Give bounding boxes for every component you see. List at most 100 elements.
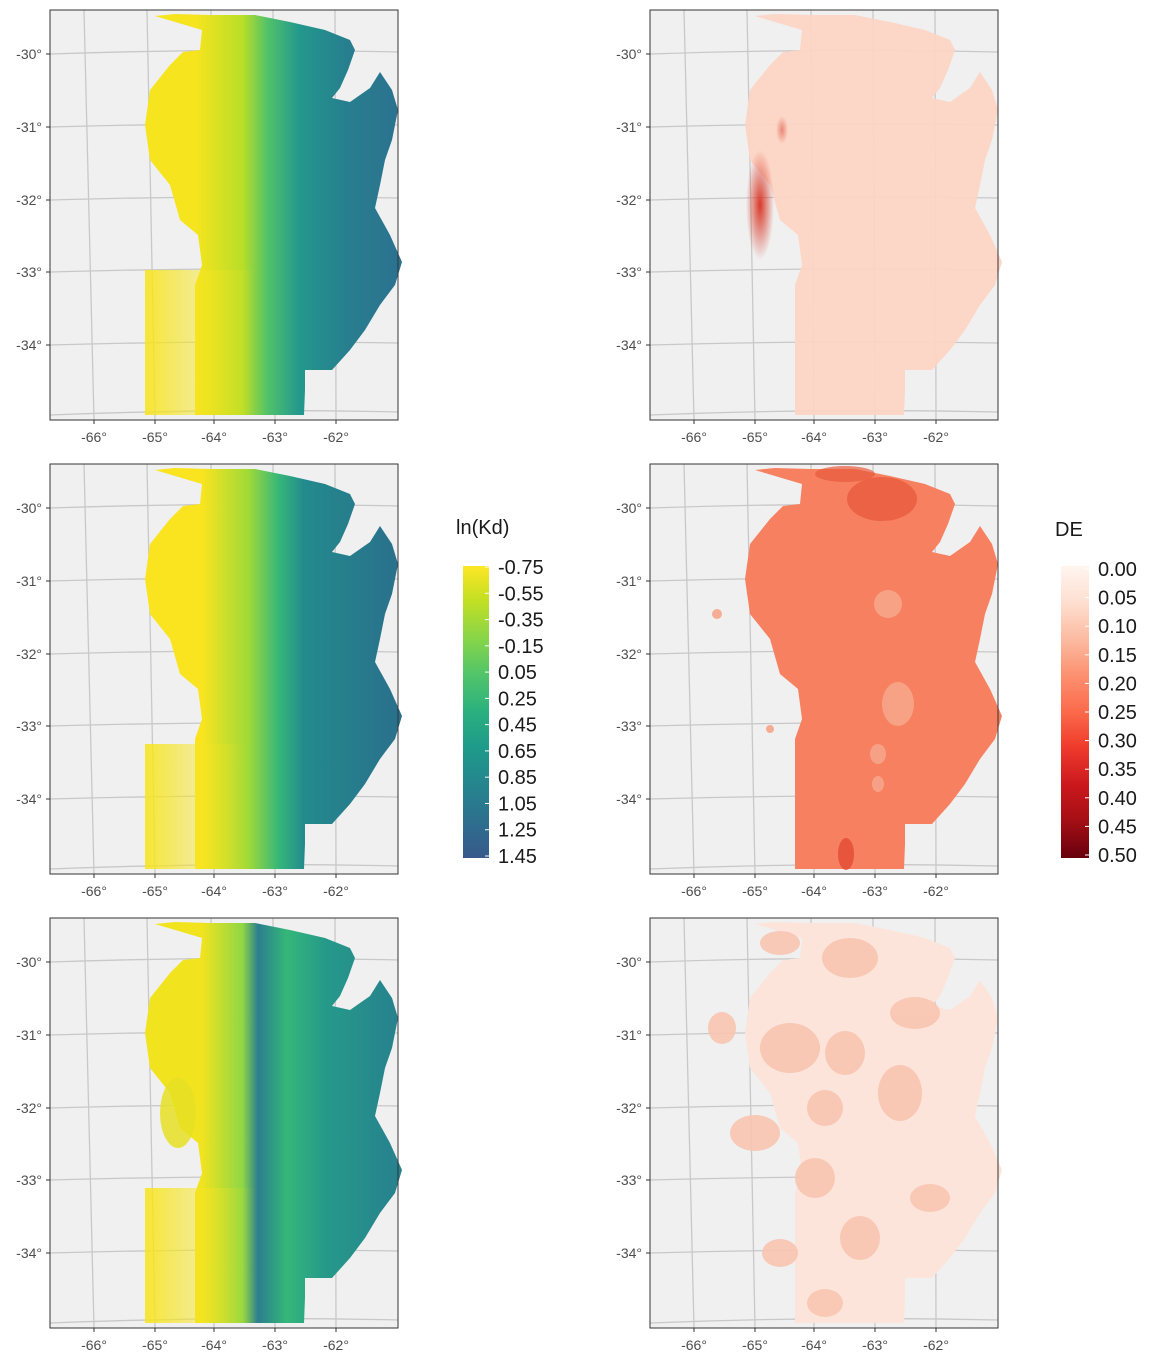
x-tick-label: -66° [681, 429, 707, 445]
y-tick-label: -30° [16, 954, 42, 970]
panel-border [649, 917, 999, 1329]
x-tick-label: -66° [81, 1337, 107, 1353]
legend-label: 0.35 [1098, 759, 1137, 781]
lighter-patches [712, 590, 914, 792]
x-tick-label: -64° [201, 883, 227, 899]
legend-label: 0.10 [1098, 616, 1137, 638]
x-tick-label: -62° [323, 1337, 349, 1353]
darker-blotches [708, 931, 950, 1317]
x-tick-label: -64° [801, 1337, 827, 1353]
y-tick-label: -31° [616, 1027, 642, 1043]
panel-border [49, 917, 399, 1329]
x-tick-label: -64° [201, 1337, 227, 1353]
x-tick-label: -64° [801, 883, 827, 899]
legend-lnkd-title: ln(Kd) [456, 517, 509, 539]
x-tick-label: -62° [923, 429, 949, 445]
y-tick-label: -30° [16, 500, 42, 516]
legend-label: 0.00 [1098, 559, 1137, 581]
x-tick-label: -63° [262, 429, 288, 445]
y-tick-label: -30° [16, 46, 42, 62]
legend-label: 0.30 [1098, 731, 1137, 753]
map-panel-de-2 [649, 463, 1002, 875]
y-tick-label: -34° [616, 791, 642, 807]
x-tick-label: -64° [201, 429, 227, 445]
y-tick-label: -33° [616, 264, 642, 280]
y-tick-label: -33° [16, 718, 42, 734]
legend-lnkd-colorbar [463, 566, 489, 858]
y-tick-label: -32° [16, 192, 42, 208]
legend-label: -0.75 [498, 557, 544, 579]
legend-label: 0.15 [1098, 645, 1137, 667]
south-yellow-zone [145, 744, 245, 869]
y-tick-label: -30° [616, 954, 642, 970]
x-tick-label: -63° [862, 883, 888, 899]
legend-label: 0.25 [1098, 702, 1137, 724]
panel-border [49, 463, 399, 875]
map-panel-lnkd-1 [49, 9, 402, 421]
x-tick-label: -63° [262, 883, 288, 899]
y-tick-label: -34° [16, 337, 42, 353]
y-tick-label: -31° [616, 573, 642, 589]
x-tick-label: -65° [742, 1337, 768, 1353]
y-tick-label: -31° [16, 1027, 42, 1043]
high-error-spot [776, 116, 788, 144]
panel-border [49, 9, 399, 421]
legend-de: DE 0.00 0.05 0.10 0.15 0.20 0.25 0.30 0.35 0.40 0… [1055, 519, 1137, 867]
y-tick-label: -34° [616, 337, 642, 353]
y-tick-label: -31° [16, 573, 42, 589]
darker-patch-north [815, 466, 875, 482]
y-tick-label: -34° [16, 1245, 42, 1261]
x-tick-label: -63° [862, 1337, 888, 1353]
map-panel-lnkd-3 [49, 917, 402, 1329]
legend-label: 0.25 [498, 688, 537, 710]
legend-label: 1.45 [498, 846, 537, 868]
legend-label: -0.15 [498, 636, 544, 658]
y-tick-label: -32° [616, 1100, 642, 1116]
darker-patch-northeast [847, 477, 917, 521]
x-tick-label: -65° [142, 1337, 168, 1353]
x-tick-label: -62° [323, 883, 349, 899]
y-tick-label: -33° [616, 718, 642, 734]
y-tick-label: -32° [616, 192, 642, 208]
legend-label: 1.25 [498, 820, 537, 842]
x-tick-label: -62° [923, 1337, 949, 1353]
x-tick-label: -63° [262, 1337, 288, 1353]
y-tick-label: -32° [616, 646, 642, 662]
legend-label: 1.05 [498, 793, 537, 815]
x-tick-label: -65° [142, 429, 168, 445]
high-error-streak [746, 150, 774, 260]
legend-label: 0.05 [1098, 588, 1137, 610]
x-tick-label: -65° [742, 883, 768, 899]
legend-de-colorbar [1061, 566, 1089, 858]
x-tick-label: -65° [742, 429, 768, 445]
legend-label: 0.20 [1098, 673, 1137, 695]
legend-label: 0.40 [1098, 788, 1137, 810]
x-tick-label: -64° [801, 429, 827, 445]
panel-border [649, 9, 999, 421]
legend-label: 0.85 [498, 767, 537, 789]
y-tick-label: -34° [16, 791, 42, 807]
map-panel-de-3 [649, 917, 1002, 1329]
map-panel-de-1 [649, 9, 1002, 421]
y-tick-label: -31° [616, 119, 642, 135]
y-tick-label: -33° [16, 264, 42, 280]
legend-label: 0.65 [498, 741, 537, 763]
y-tick-label: -34° [616, 1245, 642, 1261]
x-tick-label: -62° [323, 429, 349, 445]
x-tick-label: -66° [81, 883, 107, 899]
x-tick-label: -65° [142, 883, 168, 899]
panel-border [649, 463, 999, 875]
legend-de-title: DE [1055, 519, 1083, 541]
x-tick-label: -66° [81, 429, 107, 445]
south-yellow-zone [145, 270, 255, 415]
axis-ticks [46, 53, 937, 1332]
map-panel-lnkd-2 [49, 463, 402, 875]
y-tick-label: -33° [16, 1172, 42, 1188]
darker-patch-south [838, 838, 854, 870]
legend-label: 0.45 [1098, 816, 1137, 838]
x-tick-label: -63° [862, 429, 888, 445]
x-tick-label: -62° [923, 883, 949, 899]
legend-label: -0.35 [498, 610, 544, 632]
y-tick-label: -32° [16, 646, 42, 662]
axis-tick-labels: -66° -65° -64° -63° -62° -30° -31° -32° -33° -34°… [16, 46, 949, 1353]
